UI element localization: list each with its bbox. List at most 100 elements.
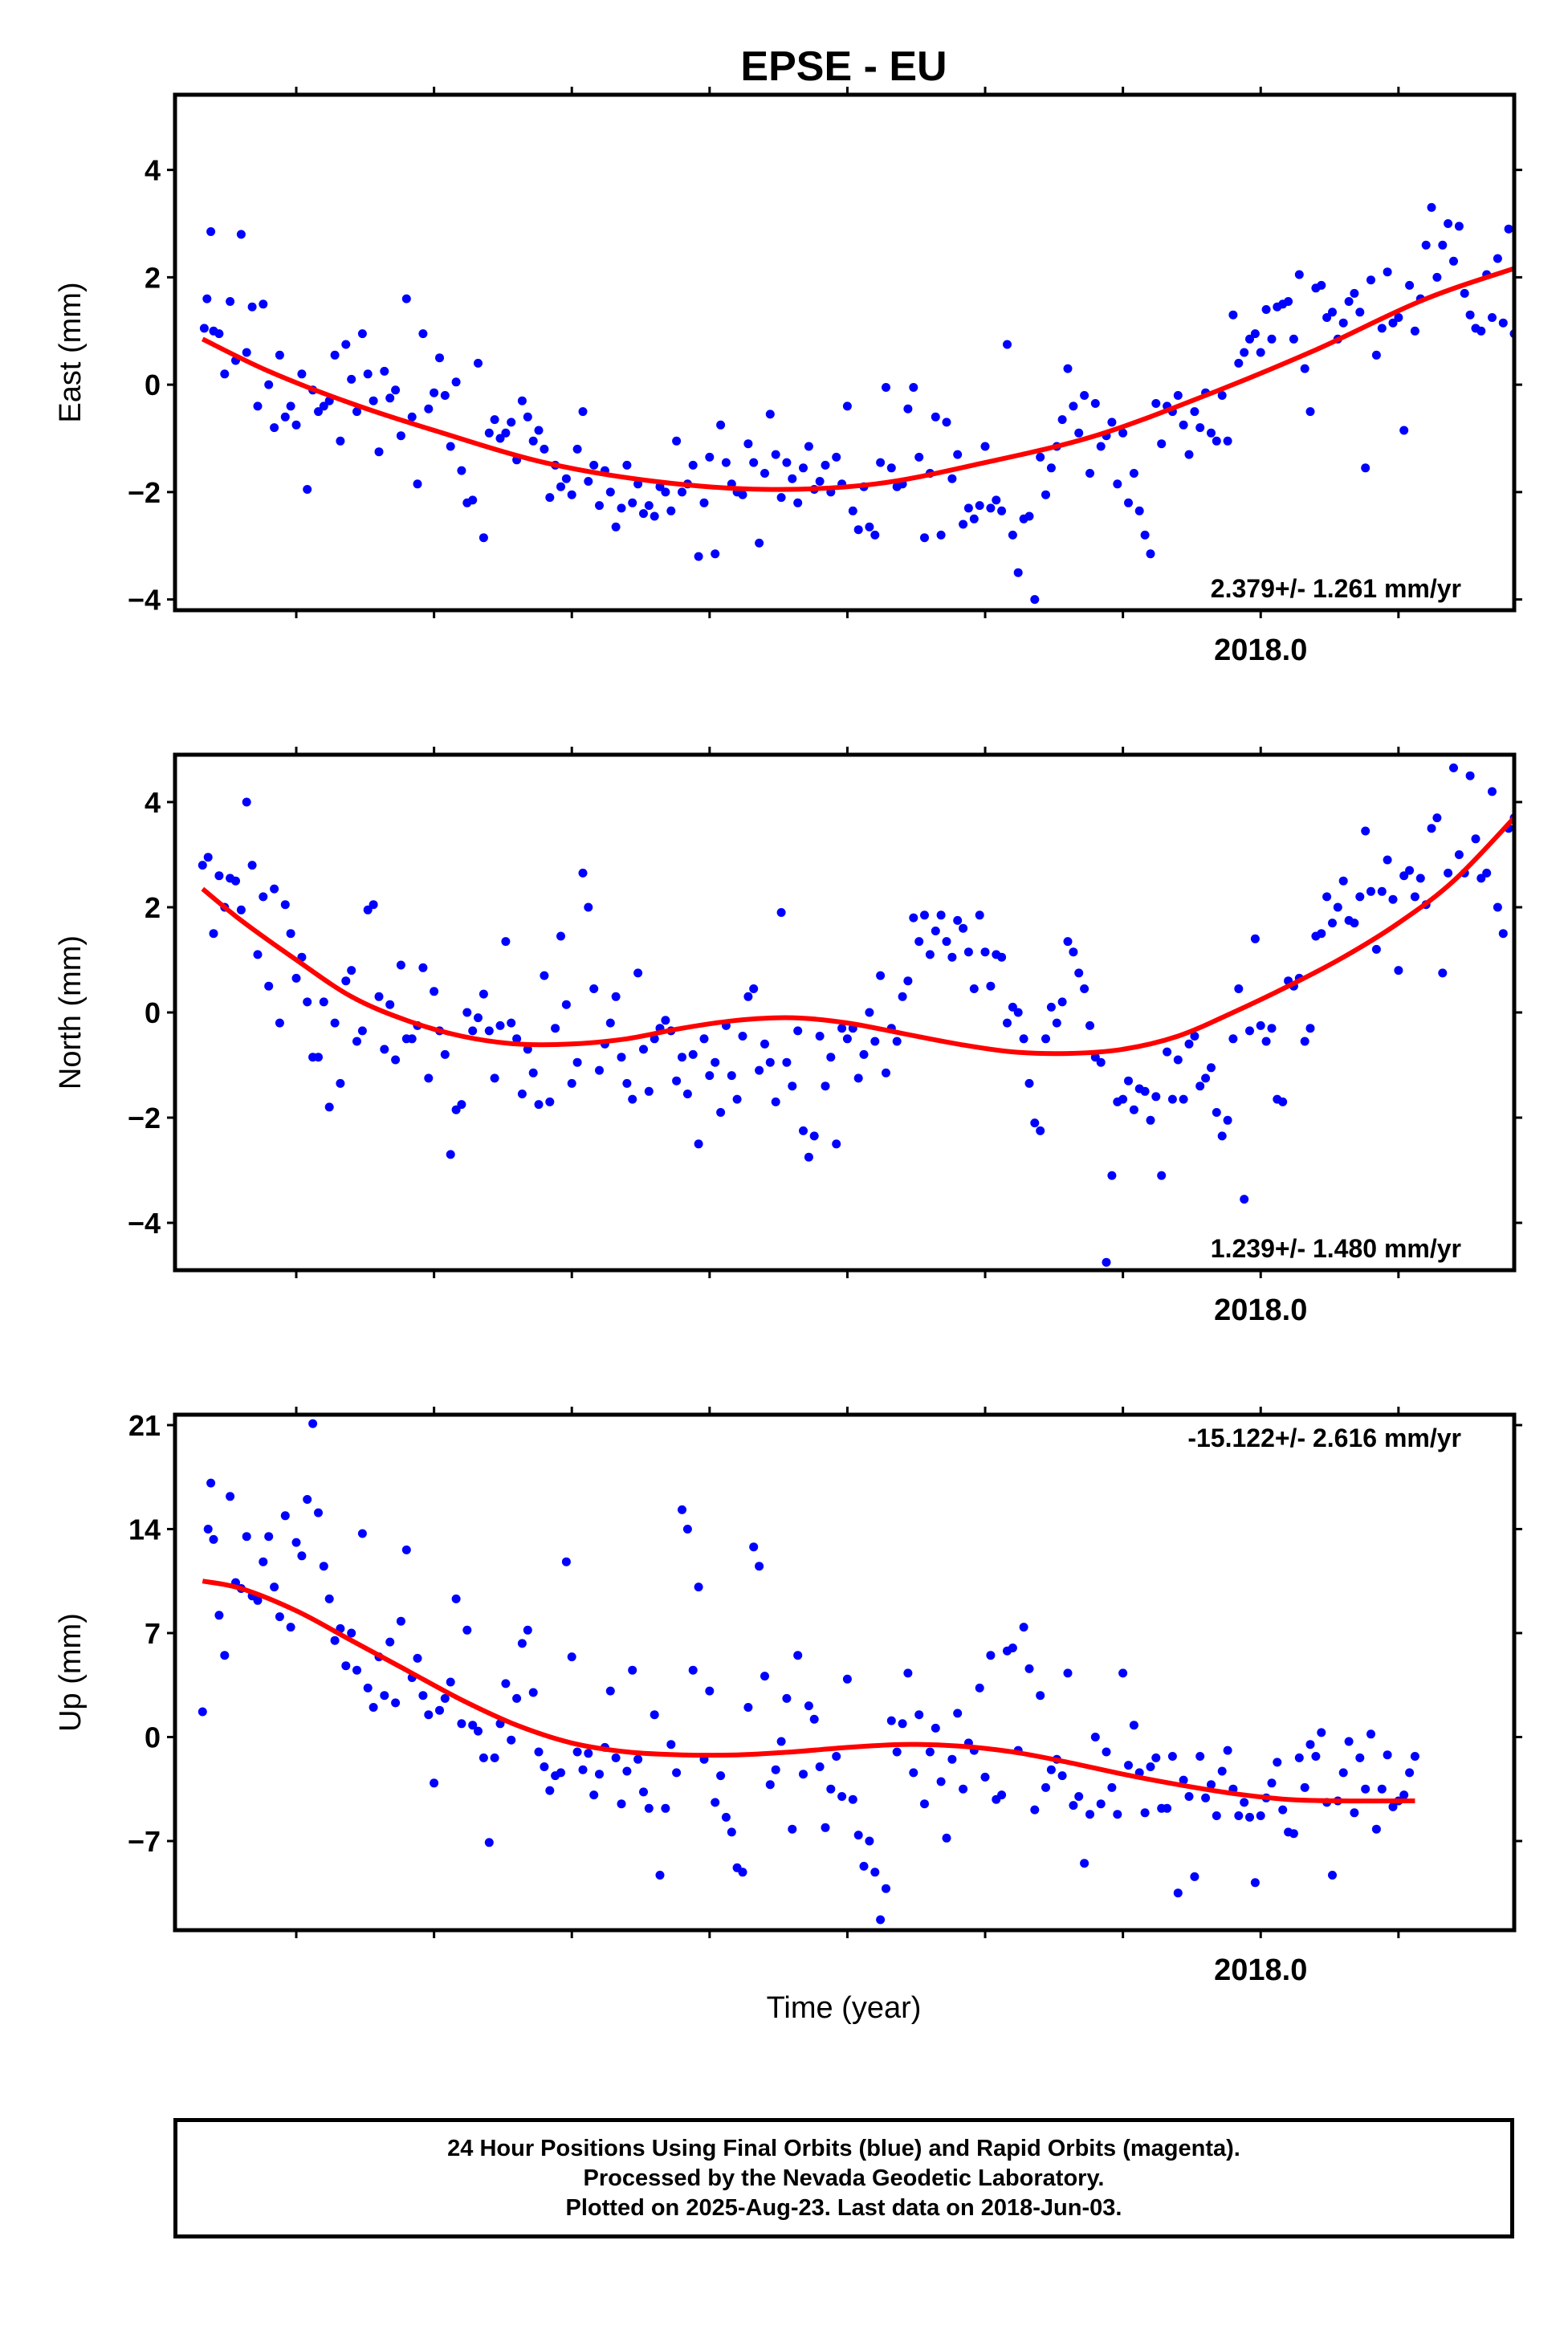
data-point — [622, 1078, 632, 1088]
data-point — [1063, 1668, 1073, 1678]
data-point — [678, 1053, 686, 1062]
data-point — [413, 1653, 422, 1663]
data-point — [1449, 763, 1458, 772]
data-point — [396, 431, 405, 441]
data-point — [727, 1071, 736, 1081]
panel-frame — [173, 1412, 1517, 1933]
data-point — [1338, 318, 1348, 328]
data-point — [661, 1803, 670, 1813]
data-point — [352, 1665, 361, 1675]
data-point — [1085, 1020, 1094, 1030]
data-point — [1146, 1762, 1155, 1771]
data-point — [1317, 1728, 1326, 1737]
data-point — [804, 1701, 813, 1711]
data-point — [291, 973, 301, 983]
data-point — [1399, 871, 1409, 881]
data-point — [501, 937, 511, 947]
data-point — [848, 1794, 857, 1804]
data-point — [821, 460, 830, 470]
data-point — [572, 444, 582, 454]
data-point — [1344, 297, 1354, 306]
data-point — [870, 1037, 880, 1046]
data-point — [980, 1772, 990, 1782]
data-point — [203, 853, 213, 862]
data-point — [199, 324, 209, 333]
data-point — [1228, 1034, 1238, 1044]
data-point — [1438, 968, 1448, 978]
data-point — [468, 1721, 478, 1730]
y-tick-label: 21 — [128, 1409, 161, 1442]
data-point — [1344, 1737, 1354, 1746]
data-point — [1074, 428, 1084, 438]
data-point — [1454, 222, 1464, 231]
data-point — [380, 1691, 389, 1701]
data-point — [809, 1714, 819, 1724]
data-point — [678, 1505, 686, 1514]
data-point — [1427, 202, 1436, 212]
data-point — [540, 444, 549, 454]
data-point — [1090, 1733, 1100, 1741]
data-point — [963, 947, 973, 957]
data-point — [1046, 1002, 1056, 1012]
data-point — [760, 469, 769, 478]
data-point — [859, 1861, 869, 1871]
data-point — [936, 910, 946, 920]
data-point — [992, 495, 1001, 505]
data-point — [749, 984, 759, 993]
data-point — [1041, 490, 1050, 499]
data-point — [556, 482, 565, 491]
data-point — [275, 350, 284, 360]
data-point — [275, 1018, 284, 1028]
data-point — [903, 404, 913, 413]
data-point — [1057, 1771, 1067, 1781]
data-point — [430, 388, 439, 397]
data-point — [1465, 771, 1475, 780]
data-point — [1267, 334, 1277, 344]
data-point — [1090, 399, 1100, 408]
data-point — [799, 463, 808, 473]
data-point — [788, 1081, 797, 1091]
data-point — [363, 905, 373, 914]
data-point — [1355, 892, 1365, 902]
data-point — [253, 401, 263, 411]
data-point — [523, 412, 532, 422]
data-point — [413, 479, 422, 489]
data-point — [699, 1034, 709, 1044]
data-point — [435, 1705, 444, 1715]
data-point — [551, 1024, 560, 1033]
data-point — [1300, 364, 1309, 373]
data-point — [1069, 401, 1078, 411]
data-point — [909, 1768, 918, 1778]
data-point — [1449, 256, 1458, 266]
data-point — [975, 910, 984, 920]
data-point — [206, 227, 216, 236]
data-point — [517, 1639, 527, 1648]
data-point — [545, 1786, 555, 1795]
data-point — [517, 396, 527, 405]
data-point — [1113, 1810, 1122, 1819]
data-point — [1405, 280, 1415, 290]
data-point — [341, 340, 351, 349]
data-point — [804, 442, 813, 451]
data-point — [914, 452, 924, 462]
data-point — [341, 976, 351, 986]
y-tick-label: 0 — [145, 996, 161, 1029]
data-point — [314, 407, 323, 417]
data-point — [1223, 1115, 1232, 1125]
data-point — [1267, 1778, 1277, 1788]
data-point — [247, 861, 257, 870]
data-point — [936, 1777, 946, 1786]
data-point — [1377, 1784, 1387, 1794]
data-point — [1250, 329, 1260, 339]
data-point — [1256, 1020, 1265, 1030]
data-point — [1212, 436, 1221, 446]
data-point — [975, 501, 984, 511]
data-point — [617, 503, 626, 513]
data-point — [699, 498, 709, 507]
data-point — [815, 1032, 825, 1041]
data-point — [1118, 1094, 1128, 1104]
data-point — [876, 1915, 886, 1925]
data-point — [688, 1665, 698, 1675]
data-point — [319, 1562, 328, 1571]
data-point — [484, 428, 494, 438]
